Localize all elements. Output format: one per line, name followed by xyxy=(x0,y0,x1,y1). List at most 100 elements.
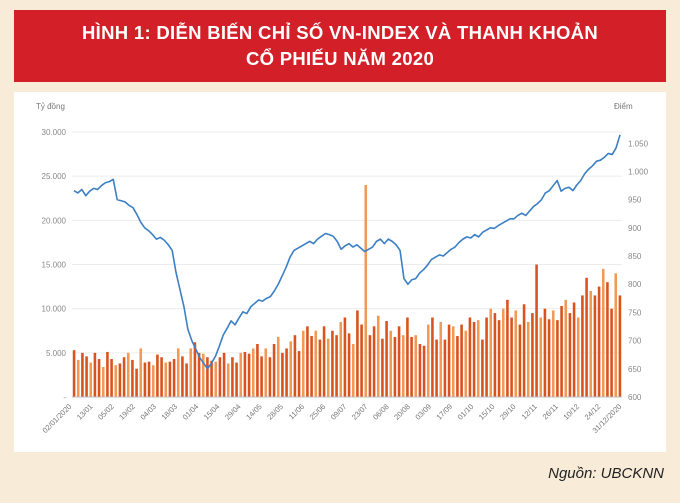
bar xyxy=(464,330,468,397)
x-tick-label: 18/03 xyxy=(160,402,180,422)
x-tick-label: 04/03 xyxy=(138,402,158,422)
bar xyxy=(160,357,163,397)
bar xyxy=(268,357,272,397)
bar xyxy=(485,317,488,397)
bar xyxy=(285,348,288,397)
bar xyxy=(356,310,359,397)
bar xyxy=(276,336,280,397)
bar xyxy=(510,317,513,397)
x-tick-label: 28/05 xyxy=(265,402,285,422)
bar xyxy=(126,352,130,397)
bar xyxy=(568,313,572,397)
right-tick-label: 750 xyxy=(628,308,642,317)
bar xyxy=(189,348,193,397)
x-tick-label: 29/10 xyxy=(498,402,518,422)
x-tick-label: 17/09 xyxy=(435,402,455,422)
x-tick-label: 01/04 xyxy=(181,402,201,422)
bar xyxy=(101,366,105,397)
bar xyxy=(151,365,155,397)
bar xyxy=(264,348,268,397)
bar xyxy=(481,339,484,397)
x-axis: 02/01/2020 13/01 05/02 19/02 04/03 18/03 01/04… xyxy=(41,396,623,435)
bar xyxy=(164,362,168,397)
bar xyxy=(306,326,309,397)
bar xyxy=(256,344,259,397)
chart-title-banner: HÌNH 1: DIỄN BIẾN CHỈ SỐ VN-INDEX VÀ THA… xyxy=(14,10,666,82)
bar xyxy=(131,359,134,397)
bar xyxy=(168,361,172,397)
vn-index-line xyxy=(73,134,621,370)
source-note: Nguồn: UBCKNN xyxy=(548,465,664,482)
bar xyxy=(518,324,522,397)
bar xyxy=(597,286,601,397)
bar xyxy=(472,321,476,397)
bar xyxy=(76,359,80,397)
bar xyxy=(72,350,76,397)
bar xyxy=(301,330,305,397)
bar xyxy=(431,317,434,397)
x-tick-label: 14/05 xyxy=(244,402,264,422)
bar xyxy=(560,306,563,397)
right-axis: 1.050 1.000 950 900 850 800 750 700 650 600 xyxy=(628,139,649,402)
bar xyxy=(368,335,372,397)
bar xyxy=(181,356,184,397)
bar xyxy=(185,363,188,397)
bar xyxy=(581,295,584,397)
bar xyxy=(493,313,497,397)
bar xyxy=(110,359,113,397)
bar xyxy=(397,326,401,397)
right-tick-label: 700 xyxy=(628,337,642,346)
bar xyxy=(401,335,405,397)
bar xyxy=(106,351,109,397)
bars-series xyxy=(72,185,622,397)
bar xyxy=(514,310,518,397)
bar xyxy=(197,352,201,397)
bar xyxy=(618,295,622,397)
x-tick-label: 03/09 xyxy=(413,402,433,422)
x-tick-label: 02/01/2020 xyxy=(41,402,74,435)
left-axis: 30.000 25.000 20.000 15.000 10.000 5.000 - xyxy=(42,128,67,402)
bar xyxy=(547,319,551,397)
bar xyxy=(239,352,243,397)
left-tick-label: 10.000 xyxy=(42,305,67,314)
bar xyxy=(476,320,480,397)
bar xyxy=(372,326,376,397)
bar xyxy=(231,357,234,397)
bar xyxy=(172,359,176,397)
bar xyxy=(376,315,380,397)
bar xyxy=(414,335,418,397)
bar xyxy=(572,302,576,397)
bar xyxy=(418,344,422,397)
bar xyxy=(551,310,555,397)
bar xyxy=(347,333,351,397)
x-tick-label: 19/02 xyxy=(117,402,137,422)
x-tick-label: 05/02 xyxy=(96,402,116,422)
x-tick-label: 09/07 xyxy=(329,402,349,422)
bar xyxy=(614,273,618,397)
bar xyxy=(339,321,343,397)
bar xyxy=(143,362,147,397)
bar xyxy=(360,324,363,397)
left-tick-label: - xyxy=(63,393,66,402)
x-tick-label: 26/11 xyxy=(541,402,560,421)
bar xyxy=(122,357,126,397)
bar xyxy=(406,317,409,397)
bar xyxy=(385,321,388,397)
bar xyxy=(97,359,101,397)
bar xyxy=(526,321,530,397)
bar xyxy=(451,326,455,397)
x-tick-label: 15/04 xyxy=(202,402,222,422)
bar xyxy=(539,317,543,397)
bar xyxy=(381,338,384,397)
bar xyxy=(589,291,593,397)
bar xyxy=(606,282,609,397)
bar xyxy=(314,330,318,397)
bar xyxy=(343,317,347,397)
bar xyxy=(410,336,413,397)
bar xyxy=(310,336,313,397)
bar xyxy=(318,339,322,397)
right-tick-label: 1.050 xyxy=(628,139,649,148)
bar xyxy=(585,277,588,397)
bar xyxy=(556,320,559,397)
x-tick-label: 29/04 xyxy=(223,402,243,422)
